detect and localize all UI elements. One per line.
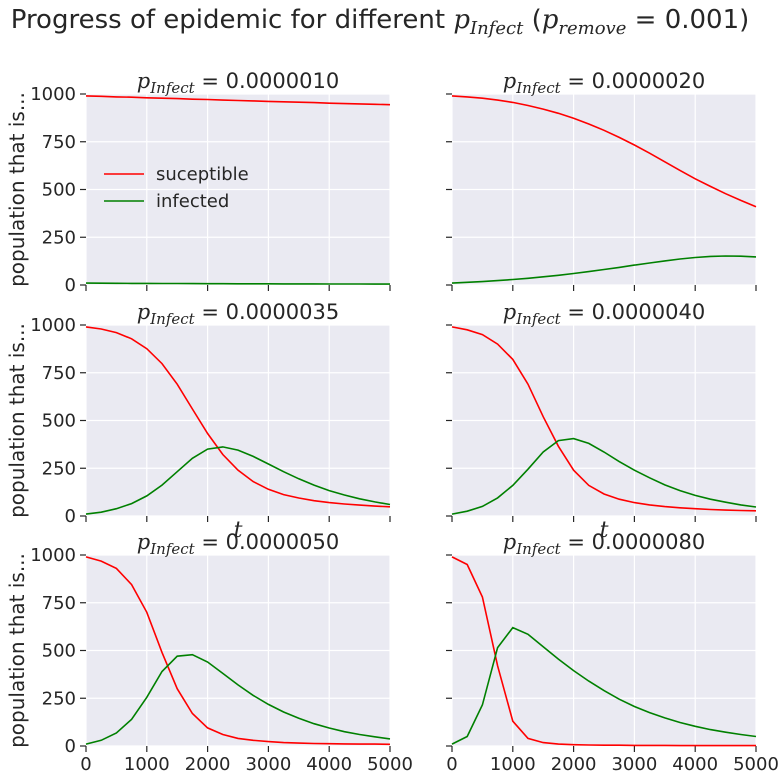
panel-title-value: = 0.0000040 (561, 300, 706, 324)
panel-5: 0 1000 2000 3000 4000 5000 0 250 500 750 1000 pInfe… (5, 530, 413, 775)
legend-label-suceptible: suceptible (156, 164, 249, 185)
series-line-infected (85, 653, 391, 745)
panel-title-sub: Infect (515, 79, 561, 97)
panel-title: pInfect = 0.0000040 (503, 300, 705, 328)
panel-title: pInfect = 0.0000080 (503, 530, 705, 558)
y-axis-label: population that is... (5, 323, 29, 518)
panel-title: pInfect = 0.0000050 (137, 530, 339, 558)
figure-title: Progress of epidemic for different pInfe… (11, 5, 750, 39)
panel-title-sub: Infect (149, 310, 195, 328)
panel-title-value: = 0.0000035 (195, 300, 340, 324)
title-var2: p (542, 5, 559, 35)
y-tick-label: 1000 (30, 84, 76, 105)
title-prefix: Progress of epidemic for different (11, 5, 454, 35)
panel-4: pInfect = 0.0000040 t (446, 300, 757, 543)
y-tick-label: 1000 (30, 315, 76, 336)
panel-6: 0 1000 2000 3000 4000 5000 pInfect = 0.0000080 (446, 530, 779, 775)
x-axis-label: t (234, 518, 243, 543)
series-line-suceptible (85, 556, 391, 746)
panel-title-var: p (137, 69, 150, 93)
title-var1-sub: Infect (469, 18, 524, 39)
series-line-suceptible (85, 95, 391, 106)
title-var2-sub: remove (558, 18, 626, 39)
y-tick-label: 0 (65, 275, 76, 296)
panel-title: pInfect = 0.0000020 (503, 69, 705, 97)
y-tick-label: 250 (42, 227, 76, 248)
panel-2: pInfect = 0.0000020 (446, 69, 757, 291)
y-axis-label: population that is... (5, 92, 29, 287)
panel-title-sub: Infect (149, 79, 195, 97)
panel-title: pInfect = 0.0000010 (137, 69, 339, 97)
series-line-suceptible (451, 95, 757, 208)
panel-title-var: p (503, 300, 516, 324)
y-tick-label: 500 (42, 641, 76, 662)
y-tick-label: 500 (42, 411, 76, 432)
legend: suceptible infected (104, 164, 249, 212)
y-tick-label: 1000 (30, 545, 76, 566)
title-suffix: = 0.001) (626, 5, 749, 35)
title-var1: p (453, 5, 470, 35)
y-tick-label: 250 (42, 688, 76, 709)
x-tick-label: 1000 (124, 754, 170, 775)
panel-title-var: p (137, 530, 150, 554)
series-line-infected (85, 446, 391, 515)
panel-title-var: p (503, 69, 516, 93)
panel-3: 0 250 500 750 1000 pInfect = 0.0000035 populat… (5, 300, 391, 543)
legend-label-infected: infected (156, 191, 229, 212)
y-tick-label: 0 (65, 736, 76, 757)
x-tick-label: 2000 (185, 754, 231, 775)
panel-title-var: p (503, 530, 516, 554)
series-line-infected (451, 255, 757, 284)
series-line-suceptible (451, 556, 756, 747)
x-tick-label: 2000 (551, 754, 597, 775)
y-tick-label: 500 (42, 180, 76, 201)
x-tick-label: 4000 (672, 754, 718, 775)
series-line-infected (85, 282, 390, 285)
y-tick-label: 750 (42, 363, 76, 384)
series-line-suceptible (85, 326, 391, 508)
series-line-infected (451, 437, 757, 515)
y-tick-label: 750 (42, 132, 76, 153)
x-axis-label: t (600, 518, 609, 543)
series-line-suceptible (451, 326, 757, 512)
panel-title-sub: Infect (149, 540, 195, 558)
series-line-infected (451, 626, 757, 745)
y-tick-label: 250 (42, 458, 76, 479)
y-axis-label: population that is... (5, 553, 29, 748)
x-tick-label: 0 (446, 754, 457, 775)
y-tick-label: 750 (42, 593, 76, 614)
panel-title-value: = 0.0000080 (561, 530, 706, 554)
x-tick-label: 5000 (733, 754, 779, 775)
panel-title-sub: Infect (515, 310, 561, 328)
x-tick-label: 0 (80, 754, 91, 775)
panel-title-value: = 0.0000020 (561, 69, 706, 93)
x-tick-label: 3000 (245, 754, 291, 775)
x-tick-label: 3000 (611, 754, 657, 775)
x-tick-label: 4000 (306, 754, 352, 775)
panel-1: 0 250 500 750 1000 pInfect = 0.0000010 populat… (5, 69, 391, 296)
panel-title-var: p (137, 300, 150, 324)
panel-title-value: = 0.0000010 (195, 69, 340, 93)
panel-title: pInfect = 0.0000035 (137, 300, 339, 328)
panel-title-value: = 0.0000050 (195, 530, 340, 554)
panel-title-sub: Infect (515, 540, 561, 558)
x-tick-label: 1000 (490, 754, 536, 775)
title-mid: ( (523, 5, 541, 35)
y-tick-label: 0 (65, 506, 76, 527)
x-tick-label: 5000 (367, 754, 413, 775)
